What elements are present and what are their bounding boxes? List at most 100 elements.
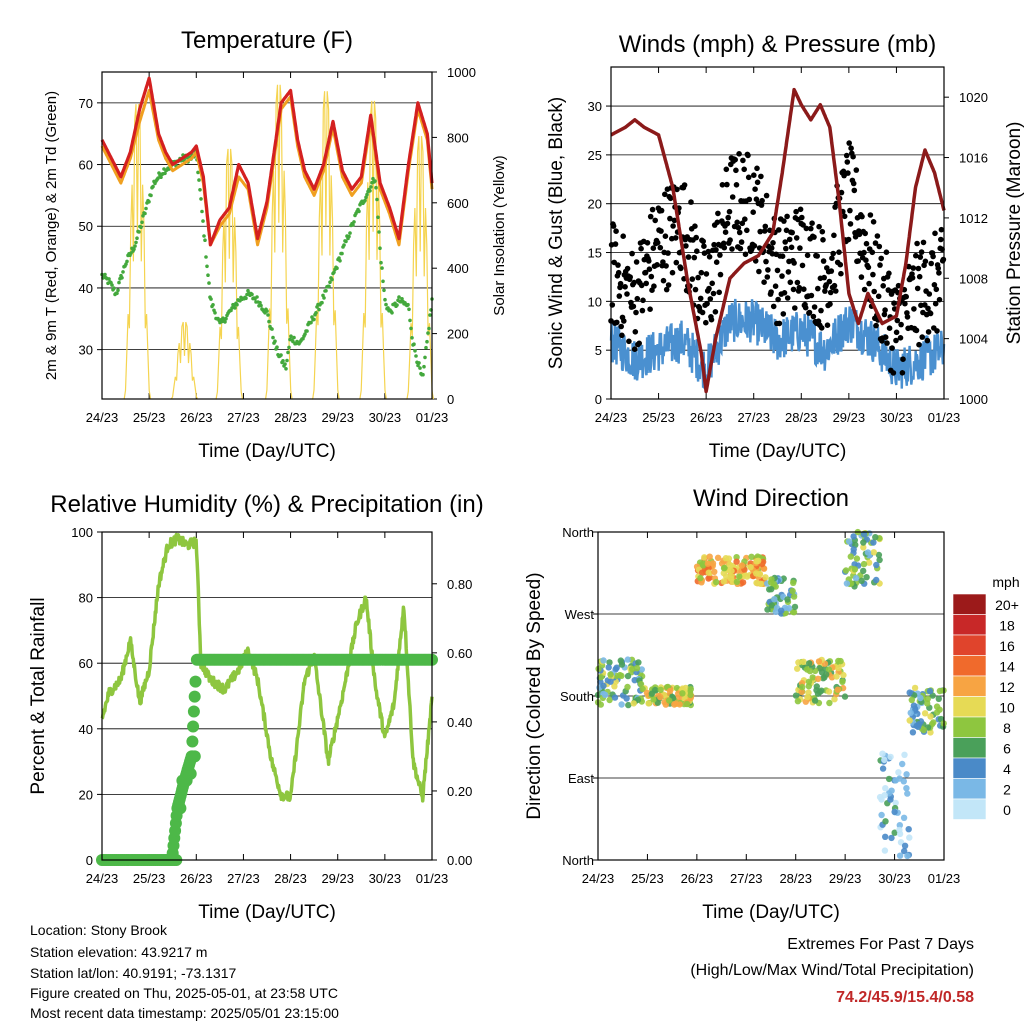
gust-point [613,228,619,234]
legend-swatch [952,737,987,759]
gust-point [618,323,624,330]
gust-point [820,237,826,243]
gust-point [793,208,799,215]
wind-direction-point [699,569,706,576]
gust-point [671,217,678,224]
dewpoint-point [206,273,210,278]
gust-point [612,241,619,247]
gust-point [646,266,653,273]
dewpoint-point [233,306,237,310]
dewpoint-point [107,277,111,281]
gust-point [638,282,645,289]
legend-label: 8 [1003,720,1011,736]
wind-direction-point [833,673,840,680]
gust-point [780,311,787,317]
wind-direction-point [645,700,652,707]
wind-direction-point [720,578,727,585]
precip-point [185,750,198,763]
x-tick-label: 25/23 [133,871,166,886]
wind-direction-point [887,796,894,803]
x-tick-label: 30/23 [880,410,913,425]
gust-point [735,224,742,231]
wind-direction-point [903,771,910,778]
y-right-tick-label: 200 [447,327,469,342]
gust-point [934,328,940,334]
wind-direction-point [606,659,613,666]
dewpoint-point [266,313,270,317]
dewpoint-point [250,292,254,297]
wind-direction-point [791,603,799,611]
dewpoint-point [115,291,119,296]
gust-point [851,187,858,194]
humidity-line [100,532,434,803]
dewpoint-point [133,244,137,248]
gust-point [841,213,848,220]
gust-point [758,173,764,180]
gust-point [848,145,854,151]
gust-point [785,269,792,275]
wind-direction-point [806,667,814,675]
gust-point [670,223,676,229]
gust-point [922,258,929,265]
dewpoint-point [230,306,234,310]
gust-point [745,152,751,159]
y-tick-label: 40 [79,281,93,296]
gust-point [706,285,712,292]
y-right-tick-label: 1000 [447,65,476,80]
wind-direction-point [851,566,859,573]
wind-direction-point [597,701,604,708]
wind-direction-point [891,829,898,836]
wind-direction-point [823,671,830,678]
y-tick-label: 50 [79,219,93,234]
gust-point [926,291,933,297]
y-tick-label: 30 [588,99,602,114]
dewpoint-point [149,193,153,198]
wind-direction-point [631,677,638,684]
dewpoint-point [330,277,334,282]
dewpoint-point [112,286,116,291]
wind-direction-point [794,665,801,672]
legend-label: 10 [999,700,1015,716]
wind-direction-point [720,565,728,572]
gust-point [936,296,943,303]
gust-point [883,249,890,255]
wind-direction-point [713,578,720,586]
gust-point [714,219,721,226]
legend-swatch [952,655,987,677]
gust-point [915,265,922,272]
wind-direction-point [785,605,793,612]
wind-direction-point [701,554,708,561]
wind-direction-point [725,555,733,562]
gust-point [867,212,874,218]
gust-point [808,292,815,299]
dewpoint-point [281,359,285,363]
legend-swatch [952,614,987,636]
extremes-title: Extremes For Past 7 Days [787,936,974,953]
gust-point [870,271,876,278]
dewpoint-point [376,215,380,220]
dewpoint-point [151,184,155,189]
gust-point [697,295,704,302]
gust-point [911,306,917,312]
wind-direction-point [799,683,806,691]
gust-point [707,296,714,302]
x-tick-label: 26/23 [180,410,213,425]
dewpoint-point [156,176,160,180]
wind-direction-point [809,674,816,681]
wind-direction-point [904,852,911,860]
wind-direction-point [904,790,911,797]
gust-point [672,235,679,241]
wind-direction-point [733,554,740,561]
gust-point [779,253,786,259]
wind-direction-point [845,538,853,545]
gust-point [890,370,897,376]
wind-direction-point [896,822,903,829]
wind-direction-point [784,596,791,603]
wind-direction-point [935,695,942,702]
wind-direction-point [771,596,778,603]
wind-direction-point [618,661,626,668]
dewpoint-point [340,251,344,256]
wind-direction-point [907,709,914,717]
dewpoint-point [286,350,290,355]
pressure-line [609,87,946,394]
